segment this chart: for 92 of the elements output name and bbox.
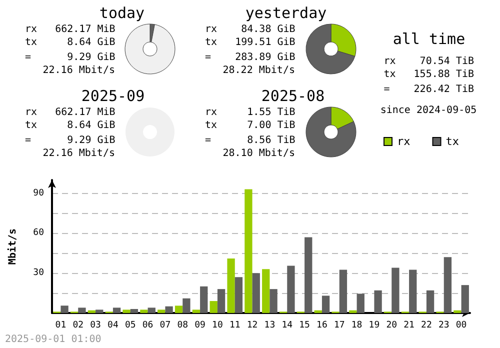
x-tick-label: 17 — [334, 320, 345, 330]
x-tick-label: 22 — [421, 320, 432, 330]
text: 2025-09 — [80, 87, 146, 105]
text: 2025-09-01 01:00 — [5, 333, 102, 346]
bar — [409, 270, 417, 313]
x-tick-label: 18 — [351, 320, 362, 330]
x-tick-label: 12 — [246, 320, 258, 330]
x-tick-label: 00 — [456, 320, 467, 330]
text: tx 7.00 TiB — [205, 119, 296, 132]
bar — [314, 310, 322, 313]
bar — [444, 257, 452, 313]
bar — [454, 310, 462, 313]
chart-title: yesterday — [244, 4, 328, 22]
text: since 2024-09-05 — [379, 104, 478, 117]
x-tick-label: 21 — [404, 320, 414, 330]
bar — [165, 306, 173, 313]
bar — [262, 269, 270, 313]
text: = 9.29 GiB — [25, 134, 116, 147]
bar — [210, 301, 218, 313]
text: rx 662.17 MiB — [25, 106, 116, 119]
x-tick-label: 03 — [90, 320, 101, 330]
bar — [130, 309, 138, 313]
text: = 283.89 GiB — [205, 51, 296, 64]
bar — [287, 266, 295, 313]
bar — [426, 290, 434, 313]
chart-title: 2025-08 — [260, 87, 326, 105]
text: rx 662.17 MiB — [25, 23, 116, 36]
bar — [322, 296, 330, 313]
bar — [60, 306, 68, 313]
x-tick-label: 10 — [212, 320, 223, 330]
text: 28.22 Mbit/s — [222, 64, 295, 77]
legend-label: tx — [446, 135, 460, 148]
bar — [122, 310, 130, 313]
bar — [356, 294, 364, 313]
legend-label: rx — [397, 135, 411, 148]
text: rx 70.54 TiB — [383, 55, 474, 68]
bar — [392, 268, 400, 313]
bar — [244, 189, 252, 313]
x-tick-label: 16 — [316, 320, 328, 330]
text: all time — [392, 30, 466, 48]
bar — [227, 258, 235, 313]
bar — [217, 289, 226, 313]
y-tick-label: 90 — [33, 188, 44, 198]
text: rx 84.38 GiB — [205, 23, 296, 36]
bar — [192, 310, 200, 313]
y-tick-label: 60 — [33, 228, 44, 238]
x-tick-label: 01 — [55, 320, 66, 330]
y-tick-label: 30 — [33, 268, 44, 278]
text: = 8.56 TiB — [205, 134, 296, 147]
text: rx 1.55 TiB — [205, 106, 296, 119]
text: = 226.42 TiB — [383, 83, 474, 96]
bar — [270, 289, 278, 313]
bar — [78, 308, 86, 313]
text: = 9.29 GiB — [25, 51, 116, 64]
x-tick-label: 02 — [72, 320, 84, 330]
x-tick-label: 06 — [142, 320, 154, 330]
bar — [88, 310, 96, 313]
text: tx 155.88 TiB — [383, 68, 474, 81]
x-tick-label: 19 — [368, 320, 380, 330]
x-tick-label: 15 — [299, 320, 310, 330]
text: 22.16 Mbit/s — [42, 64, 115, 77]
bar — [112, 308, 121, 313]
bar — [339, 270, 348, 313]
x-tick-label: 23 — [438, 320, 450, 330]
text: 22.16 Mbit/s — [42, 147, 115, 160]
x-tick-label: 07 — [160, 320, 171, 330]
x-tick-label: 08 — [177, 320, 188, 330]
chart-title: today — [98, 4, 146, 22]
bar — [200, 286, 208, 313]
bar — [140, 310, 148, 313]
x-tick-label: 13 — [264, 320, 276, 330]
bar — [96, 310, 104, 313]
bar — [234, 277, 243, 313]
text: tx 199.51 GiB — [205, 36, 296, 49]
bar — [304, 237, 312, 313]
x-tick-label: 20 — [386, 320, 398, 330]
bar — [349, 310, 357, 313]
bar — [252, 273, 260, 313]
bar — [374, 290, 382, 313]
text: tx 8.64 GiB — [25, 36, 116, 49]
x-tick-label: 04 — [108, 320, 118, 330]
x-tick-label: 14 — [282, 320, 293, 330]
bar — [148, 308, 156, 313]
x-tick-label: 09 — [194, 320, 206, 330]
bar — [182, 298, 190, 313]
bar — [174, 306, 183, 313]
bar — [158, 310, 166, 313]
text: 28.10 Mbit/s — [222, 147, 295, 160]
text: tx 8.64 GiB — [25, 119, 116, 132]
x-tick-label: 05 — [124, 320, 136, 330]
y-axis-title: Mbit/s — [6, 228, 18, 265]
x-tick-label: 11 — [229, 320, 240, 330]
